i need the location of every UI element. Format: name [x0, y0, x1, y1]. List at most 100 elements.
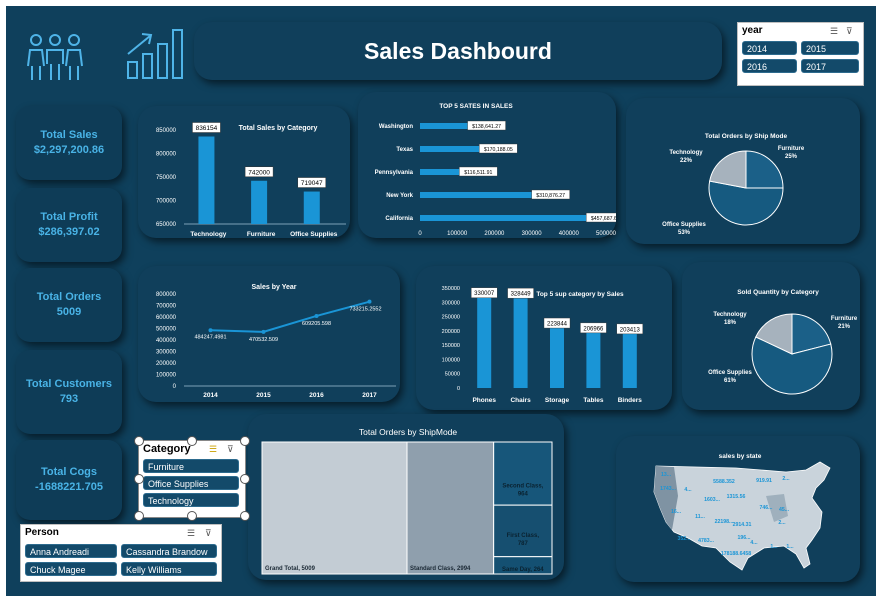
data-label: 484247.4981: [194, 334, 226, 340]
y-tick-label: 800000: [156, 152, 177, 158]
category-slicer[interactable]: Category ☰ ⊽ Furniture Office Supplies T…: [138, 440, 246, 518]
map-data-label: 2914.31: [733, 522, 752, 528]
x-tick-label: 2014: [203, 392, 218, 399]
data-label-box: [616, 323, 644, 335]
slice-name-label: Office Supplies: [708, 370, 752, 376]
map-data-label: 4...: [750, 540, 758, 546]
bar: [420, 146, 484, 152]
map-data-label: 5588.352: [713, 479, 735, 485]
sold-quantity-pie-chart: Sold Quantity by Category Furniture 21% Off…: [708, 289, 858, 395]
map-data-label: 2...: [782, 476, 790, 482]
category-item-furniture[interactable]: Furniture: [143, 459, 239, 473]
pie-slice: [709, 150, 747, 189]
person-item-anna-andreadi[interactable]: Anna Andreadi: [25, 544, 117, 558]
person-item-chuck-magee[interactable]: Chuck Magee: [25, 562, 117, 576]
resize-handle[interactable]: [134, 436, 144, 446]
map-data-label: 746...: [760, 505, 774, 511]
pie-slice: [755, 313, 793, 355]
chart-title: TOP 5 SATES IN SALES: [439, 103, 513, 110]
year-item-2014[interactable]: 2014: [742, 41, 797, 55]
map-data-label: 1603...: [704, 497, 720, 503]
resize-handle[interactable]: [240, 511, 250, 521]
top-subcategory-chart: Top 5 sup category by Sales 350000 300000 2…: [442, 286, 644, 404]
sales-by-category-chart: Total Sales by Category 850000 800000 75000…: [156, 122, 346, 238]
resize-handle[interactable]: [240, 436, 250, 446]
map-data-label: 4783...: [698, 538, 714, 544]
map-data-label: 178188.6458: [721, 551, 751, 557]
y-tick-label: Texas: [396, 147, 413, 153]
slice-percent-label: 53%: [678, 230, 691, 236]
clear-filter-icon[interactable]: ⊽: [227, 444, 234, 454]
resize-handle[interactable]: [187, 511, 197, 521]
category-item-office-supplies[interactable]: Office Supplies: [143, 476, 239, 490]
resize-handle[interactable]: [187, 436, 197, 446]
treemap-cell: [493, 504, 553, 558]
map-data-label: 11...: [695, 514, 705, 520]
x-tick-label: 500000: [596, 231, 616, 237]
y-tick-label: 700000: [156, 304, 177, 310]
bar: [420, 169, 464, 175]
data-point: [367, 299, 372, 304]
y-tick-label: 200000: [156, 361, 177, 367]
person-item-kelly-williams[interactable]: Kelly Williams: [121, 562, 217, 576]
y-tick-label: 100000: [156, 373, 177, 379]
clear-filter-icon[interactable]: ⊽: [846, 26, 853, 36]
kpi-value: $2,297,200.86: [33, 144, 105, 156]
bar: [251, 180, 268, 224]
year-item-2015[interactable]: 2015: [801, 41, 859, 55]
resize-handle[interactable]: [134, 474, 144, 484]
data-label: $116,511.91: [464, 170, 492, 176]
x-tick-label: 2016: [309, 392, 324, 399]
treemap-label: 787: [518, 541, 529, 547]
slice-name-label: Technology: [669, 150, 703, 156]
data-point: [261, 329, 266, 334]
x-tick-label: Technology: [190, 231, 226, 238]
title-card: [194, 22, 722, 80]
treemap-label: Same Day, 264: [502, 567, 544, 573]
data-label-box: [543, 317, 571, 329]
bar: [420, 192, 536, 198]
x-tick-label: Binders: [618, 397, 643, 404]
x-tick-label: Storage: [545, 397, 570, 404]
data-point: [208, 328, 213, 333]
category-item-technology[interactable]: Technology: [143, 493, 239, 507]
treemap-label: First Class,: [507, 533, 540, 539]
y-tick-label: 850000: [156, 128, 177, 134]
person-slicer[interactable]: Person ☰ ⊽ Anna Andreadi Cassandra Brand…: [20, 524, 222, 582]
data-label-box: [244, 166, 274, 178]
series-line: [210, 300, 370, 333]
y-tick-label: 250000: [442, 315, 460, 321]
map-data-label: 1...: [786, 544, 794, 550]
bar: [477, 293, 492, 388]
card-sales-by-year: [138, 266, 400, 402]
sales-by-year-chart: Sales by Year 800000 700000 600000 500000 400…: [156, 284, 396, 399]
x-tick-label: Office Supplies: [290, 231, 338, 238]
y-tick-label: 200000: [442, 329, 460, 335]
bar: [622, 329, 637, 388]
clear-filter-icon[interactable]: ⊽: [205, 528, 212, 538]
multi-select-icon[interactable]: ☰: [830, 26, 839, 36]
bar: [513, 294, 528, 388]
y-tick-label: 600000: [156, 315, 177, 321]
growth-chart-icon: [127, 29, 183, 79]
bar: [586, 328, 601, 388]
treemap-label: Standard Class, 2994: [410, 566, 471, 572]
kpi-total-profit: Total Profit $286,397.02: [16, 188, 122, 262]
year-item-2016[interactable]: 2016: [742, 59, 797, 73]
x-tick-label: 100000: [447, 231, 468, 237]
y-tick-label: 650000: [156, 222, 177, 228]
kpi-value: $286,397.02: [38, 226, 100, 238]
orders-by-shipmode-pie-chart: Total Orders by Ship Mode Furniture 25% Off…: [662, 133, 805, 236]
data-label: $457,687.63: [591, 216, 616, 222]
year-slicer[interactable]: year ☰ ⊽ 2014 2015 2016 2017: [737, 22, 864, 86]
year-item-2017[interactable]: 2017: [801, 59, 859, 73]
multi-select-icon[interactable]: ☰: [209, 444, 218, 454]
y-tick-label: 350000: [442, 286, 460, 292]
map-data-label: 22198...: [715, 519, 734, 525]
chart-title: Total Sales by Category: [239, 125, 318, 132]
resize-handle[interactable]: [134, 511, 144, 521]
map-data-label: 1...: [770, 544, 778, 550]
multi-select-icon[interactable]: ☰: [187, 528, 196, 538]
person-item-cassandra-brandow[interactable]: Cassandra Brandow: [121, 544, 217, 558]
resize-handle[interactable]: [240, 474, 250, 484]
